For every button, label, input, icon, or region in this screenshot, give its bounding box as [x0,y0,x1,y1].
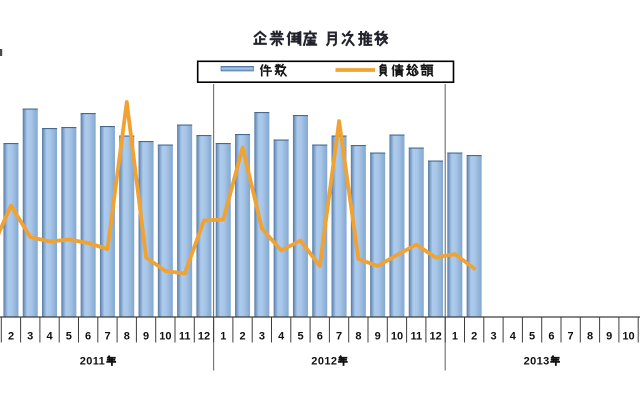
svg-text:7: 7 [336,331,342,343]
svg-text:9: 9 [143,331,149,343]
svg-text:4: 4 [510,331,517,343]
svg-text:4: 4 [278,331,285,343]
svg-text:12: 12 [198,331,210,343]
svg-text:7: 7 [568,331,574,343]
svg-text:8: 8 [355,331,361,343]
svg-text:6: 6 [85,331,91,343]
svg-text:7: 7 [104,331,110,343]
svg-text:9: 9 [375,331,381,343]
svg-text:8: 8 [124,331,130,343]
svg-text:1: 1 [452,331,458,343]
svg-text:10: 10 [391,331,403,343]
svg-text:1: 1 [220,331,226,343]
svg-text:3: 3 [259,331,265,343]
svg-text:10: 10 [622,331,634,343]
svg-text:8: 8 [587,331,593,343]
svg-text:2: 2 [8,331,14,343]
svg-text:11: 11 [179,331,191,343]
svg-text:12: 12 [429,331,441,343]
svg-text:3: 3 [27,331,33,343]
svg-text:6: 6 [317,331,323,343]
svg-text:2012: 2012 [311,356,337,368]
svg-text:4: 4 [47,331,54,343]
svg-text:3: 3 [490,331,496,343]
svg-text:2011: 2011 [80,356,105,368]
svg-text:2: 2 [240,331,246,343]
svg-text:9: 9 [606,331,612,343]
svg-text:2: 2 [471,331,477,343]
svg-text:5: 5 [66,331,72,343]
svg-text:2013: 2013 [524,356,550,368]
svg-text:10: 10 [159,331,171,343]
svg-text:5: 5 [297,331,303,343]
svg-text:11: 11 [410,331,422,343]
svg-text:6: 6 [548,331,554,343]
svg-text:5: 5 [529,331,535,343]
